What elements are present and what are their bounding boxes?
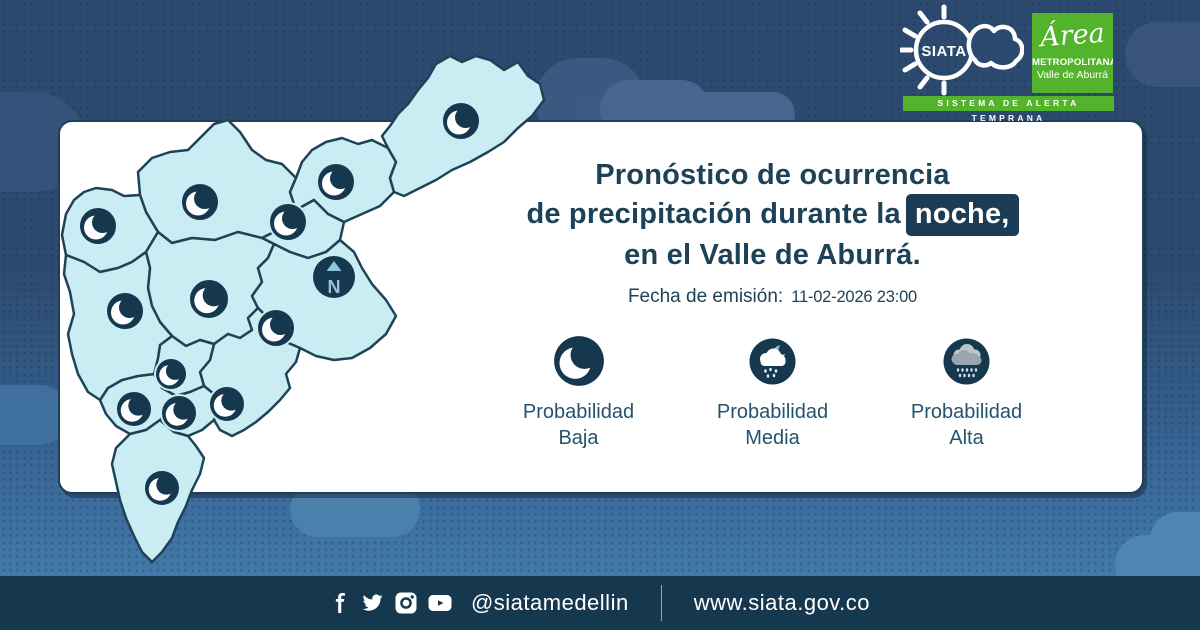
twitter-icon[interactable] [359, 592, 385, 614]
facebook-icon[interactable] [330, 592, 350, 614]
moon-icon [553, 334, 605, 388]
cloud-light-rain-moon-icon [749, 334, 796, 388]
legend-item-media: Probabilidad Media [685, 334, 861, 451]
emission-label: Fecha de emisión: [627, 286, 784, 307]
probability-legend: Probabilidad Baja [480, 334, 1065, 451]
footer-bar: @siatamedellin www.siata.gov.co [0, 576, 1200, 630]
emission-value: 11-02-2026 23:00 [791, 288, 918, 306]
emission-date: Fecha de emisión: 11-02-2026 23:00 [480, 286, 1065, 308]
footer-divider [660, 585, 662, 621]
forecast-title: Pronóstico de ocurrencia de precipitació… [480, 156, 1065, 274]
area-line3: Valle de Aburrá [1036, 69, 1109, 81]
title-line-2: de precipitación durante la noche, [480, 194, 1065, 236]
website-link[interactable]: www.siata.gov.co [693, 590, 871, 615]
legend-label: Probabilidad Baja [522, 401, 635, 449]
youtube-icon[interactable] [427, 591, 453, 615]
legend-label: Probabilidad Media [716, 401, 829, 449]
area-metropolitana-logo: Área METROPOLITANA Valle de Aburrá [1032, 13, 1113, 93]
instagram-icon[interactable] [394, 591, 418, 615]
area-script-text: Área [1039, 17, 1106, 54]
forecast-panel: Pronóstico de ocurrencia de precipitació… [480, 156, 1065, 451]
social-icons [330, 591, 453, 615]
social-handle[interactable]: @siatamedellin [470, 590, 629, 615]
siata-wordmark: SIATA [921, 43, 966, 60]
legend-label: Probabilidad Alta [910, 401, 1023, 449]
cloud-shape [1125, 22, 1200, 87]
title-highlight-noche: noche, [905, 194, 1019, 236]
legend-item-alta: Probabilidad Alta [879, 334, 1055, 451]
title-line-3: en el Valle de Aburrá. [624, 239, 921, 271]
area-line2: METROPOLITANA [1032, 57, 1113, 68]
cloud-heavy-rain-icon [943, 334, 990, 388]
siata-sun-cloud-icon: SIATA [898, 4, 1025, 96]
siata-logo: SIATA [898, 4, 1025, 101]
siata-tagline-bar: SISTEMA DE ALERTA TEMPRANA [903, 96, 1114, 123]
legend-item-baja: Probabilidad Baja [491, 334, 667, 451]
title-line-2-text: de precipitación durante la [526, 198, 901, 230]
title-line-1: Pronóstico de ocurrencia [595, 159, 950, 191]
